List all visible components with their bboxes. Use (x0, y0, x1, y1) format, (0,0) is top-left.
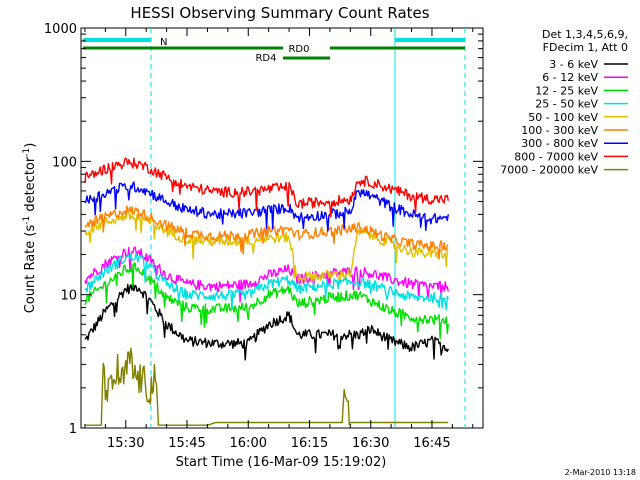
y-axis: 1 10 100 1000 (44, 22, 483, 437)
annotation-n: N (160, 37, 167, 48)
series-layer (84, 157, 449, 426)
x-tick-label: 15:30 (107, 436, 144, 451)
x-tick-label: 15:45 (168, 436, 205, 451)
x-tick-label: 16:45 (413, 436, 450, 451)
legend-label: 300 - 800 keV (521, 137, 598, 150)
series-7000-20000-kev (84, 347, 449, 426)
y-tick-label: 1000 (44, 22, 77, 37)
series-line (84, 246, 449, 303)
series-line (84, 181, 449, 232)
series-3-6-kev (84, 281, 449, 361)
series-line (84, 281, 449, 361)
series-line (84, 252, 449, 311)
y-tick-label: 1 (69, 422, 77, 437)
legend-label: 100 - 300 keV (521, 124, 598, 137)
annotation-layer: N RD0 RD4 (83, 28, 466, 428)
y-tick-label: 100 (52, 155, 77, 170)
legend: Det 1,3,4,5,6,9,FDecim 1, Att 0 3 - 6 keV… (500, 28, 628, 177)
annotation-rd0: RD0 (288, 44, 309, 55)
plot-frame (80, 27, 484, 429)
series-800-7000-kev (84, 157, 449, 218)
series-25-50-kev (84, 252, 449, 311)
y-axis-label: Count Rate (s-1 detector-1) (22, 143, 38, 314)
series-line (84, 347, 449, 426)
legend-label: 25 - 50 keV (535, 98, 598, 111)
series-line (84, 157, 449, 218)
legend-label: 50 - 100 keV (528, 111, 598, 124)
x-tick-label: 16:30 (352, 436, 389, 451)
legend-label: 3 - 6 keV (549, 58, 598, 71)
y-axis-label-sup1: -1 (22, 216, 32, 225)
y-axis-label-mid: detector (23, 156, 38, 216)
x-tick-label: 16:00 (230, 436, 267, 451)
legend-label: 7000 - 20000 keV (500, 164, 598, 177)
legend-header-line: FDecim 1, Att 0 (543, 41, 628, 54)
annotation-rd4: RD4 (255, 53, 276, 64)
y-axis-label-end: ) (23, 143, 38, 148)
series-6-12-kev (84, 246, 449, 303)
chart-title: HESSI Observing Summary Count Rates (130, 4, 429, 22)
legend-label: 800 - 7000 keV (514, 150, 598, 163)
legend-label: 12 - 25 keV (535, 84, 598, 97)
y-axis-label-sup2: -1 (22, 148, 32, 157)
timestamp: 2-Mar-2010 13:18 (565, 468, 636, 477)
y-axis-label-main: Count Rate (s (23, 225, 38, 314)
y-tick-label: 10 (60, 289, 77, 304)
x-axis-label: Start Time (16-Mar-09 15:19:02) (176, 455, 387, 470)
x-axis: 15:30 15:45 16:00 16:15 16:30 16:45 (84, 28, 474, 451)
series-300-800-kev (84, 181, 449, 232)
legend-header-line: Det 1,3,4,5,6,9, (542, 28, 628, 41)
legend-label: 6 - 12 keV (542, 71, 598, 84)
x-tick-label: 16:15 (291, 436, 328, 451)
